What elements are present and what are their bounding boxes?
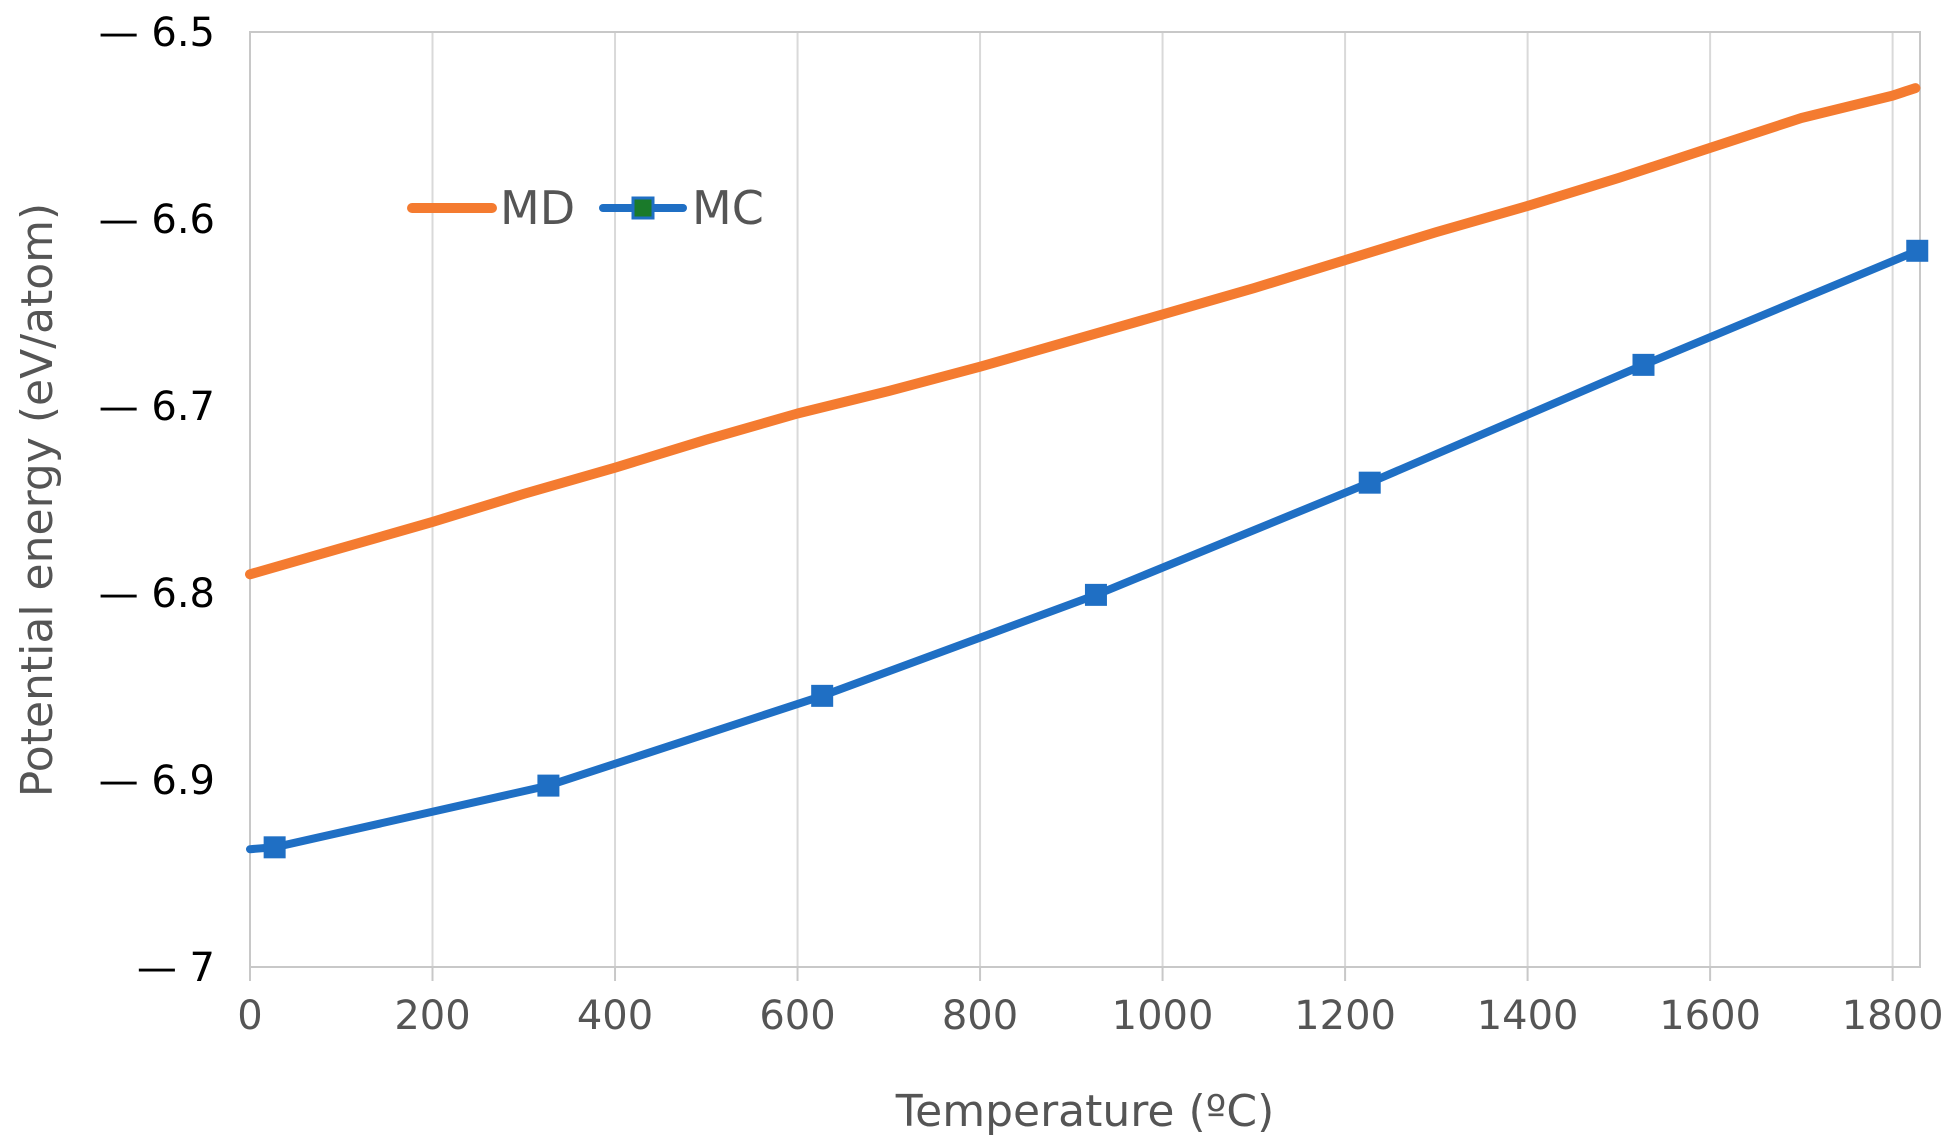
y-axis-label: Potential energy (eV/atom) [12,203,63,797]
y-tick-label-2: — 6.7 [99,384,215,430]
series-mc-point-5 [1358,471,1381,494]
series-mc-line [246,246,1922,854]
x-tick-label-1000: 1000 [1112,993,1214,1039]
series-mc-point-2 [537,774,560,797]
series-mc-point-4 [1084,583,1107,606]
x-tick-label-1200: 1200 [1294,993,1396,1039]
x-tick-label-0: 0 [237,993,262,1039]
y-tick-label-0: — 6.5 [99,10,215,56]
y-tick-label-5: — 7 [137,945,215,991]
series-md-line [245,83,1921,580]
grid-lines [431,32,1894,967]
x-tick-label-200: 200 [394,993,470,1039]
x-tick-label-1600: 1600 [1659,993,1761,1039]
x-axis-ticks: 0 200 400 600 800 1000 1200 1400 1600 1800 [237,967,1944,1039]
series-mc-point-7 [1906,239,1929,262]
plot-area-border [249,31,1921,968]
legend-mc-marker [631,196,655,220]
y-tick-label-3: — 6.8 [99,571,215,617]
legend: MD MC [407,181,764,235]
y-axis-ticks: — 6.5 — 6.6 — 6.7 — 6.8 — 6.9 — 7 [99,10,215,991]
x-axis-label: Temperature (ºC) [895,1086,1275,1137]
legend-mc-label: MC [692,181,764,235]
y-tick-label-4: — 6.9 [99,758,215,804]
series-mc-point-1 [263,836,286,859]
series-layer [245,83,1929,859]
legend-md-label: MD [500,181,575,235]
x-tick-label-1400: 1400 [1477,993,1579,1039]
x-tick-label-800: 800 [942,993,1018,1039]
series-mc-point-3 [811,684,834,707]
series-mc-point-6 [1632,353,1655,376]
y-tick-label-1: — 6.6 [99,197,215,243]
x-tick-label-600: 600 [759,993,835,1039]
x-tick-label-400: 400 [577,993,653,1039]
x-tick-label-1800: 1800 [1842,993,1944,1039]
